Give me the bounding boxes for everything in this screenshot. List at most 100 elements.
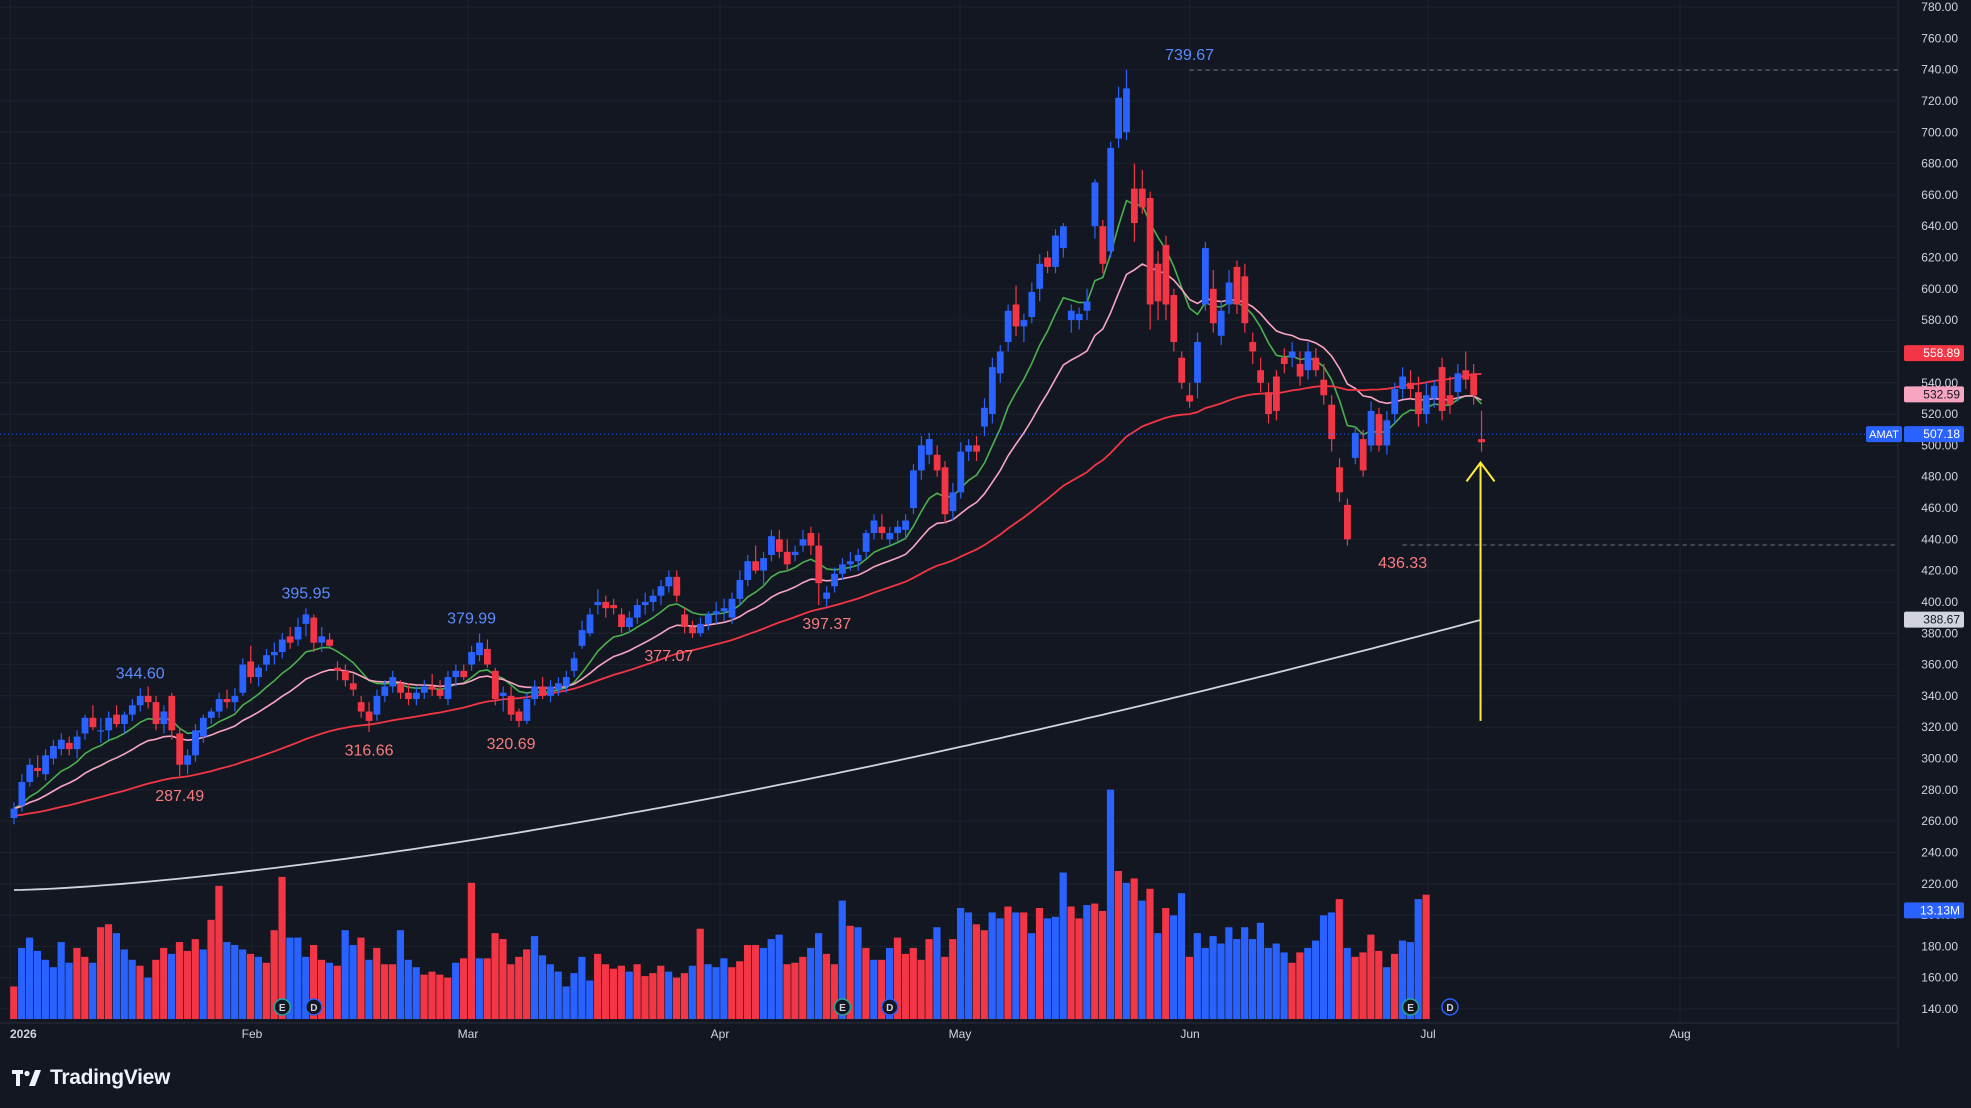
volume-bar [657, 965, 665, 1019]
candle-body [578, 630, 586, 646]
time-axis[interactable]: 2026 Feb Mar Apr May Jun Jul Aug [10, 1027, 1691, 1041]
dividend-event-icon[interactable]: D [881, 998, 899, 1016]
candle-body [996, 351, 1004, 374]
price-axis[interactable]: 780.00 760.00 740.00 720.00 700.00 680.00 660.… [1921, 0, 1958, 1016]
time-tick-label: Aug [1669, 1027, 1690, 1041]
volume-bar [617, 965, 625, 1019]
volume-bar [404, 959, 412, 1019]
volume-bar [1083, 905, 1091, 1019]
price-tick-label: 740.00 [1921, 63, 1958, 77]
candle-body [1415, 392, 1422, 415]
volume-bar [1233, 939, 1241, 1019]
volume-bar [18, 947, 26, 1019]
volume-bar [672, 977, 681, 1019]
candle-body [728, 598, 736, 618]
volume-bar [783, 964, 791, 1019]
price-chart[interactable]: 344.60 287.49 395.95 316.66 379.99 320.69 377.… [0, 0, 1971, 1048]
price-tick-label: 720.00 [1921, 94, 1958, 108]
volume-bar [814, 933, 823, 1019]
ma-50-line [13, 373, 1482, 817]
candle-body [1320, 379, 1328, 396]
volume-bar [1130, 878, 1138, 1019]
candle-body [815, 545, 823, 584]
volume-bar [743, 945, 752, 1019]
dividend-event-icon[interactable]: D [305, 998, 323, 1016]
volume-bar [270, 930, 278, 1019]
candle-body [310, 617, 318, 643]
candle-body [854, 554, 862, 562]
volume-bar [901, 953, 909, 1019]
volume-bar [633, 964, 641, 1019]
volume-bar [128, 959, 136, 1019]
candle-body [160, 711, 168, 725]
candle-body [1186, 395, 1194, 402]
volume-bar [933, 927, 941, 1019]
volume-bar [444, 977, 452, 1019]
candle-body [1067, 310, 1075, 321]
time-tick-label: Jun [1180, 1027, 1199, 1041]
volume-bar [1170, 915, 1178, 1019]
candle-body [949, 492, 957, 512]
price-tick-label: 280.00 [1921, 783, 1958, 797]
candle-body [1280, 357, 1288, 364]
volume-bar [1217, 943, 1225, 1019]
candle-body [373, 695, 381, 715]
candlesticks[interactable] [10, 69, 1485, 825]
candle-body [1383, 420, 1391, 446]
earnings-event-icon[interactable]: E [1401, 998, 1420, 1016]
candle-body [775, 539, 783, 552]
volume-bar [1114, 871, 1122, 1019]
volume-bar [459, 958, 468, 1019]
candle-body [1265, 392, 1272, 415]
dividend-event-icon[interactable]: D [1441, 998, 1459, 1016]
event-letter: D [310, 1003, 317, 1014]
high-price-label: 395.95 [281, 585, 330, 602]
candle-body [397, 683, 405, 693]
event-letter: D [1446, 1003, 1453, 1014]
volume-bar [1367, 934, 1375, 1019]
volume-bar [89, 962, 97, 1019]
candle-body [618, 614, 625, 627]
price-tick-label: 400.00 [1921, 595, 1958, 609]
volume-bar [1248, 939, 1257, 1019]
candle-body [1407, 382, 1414, 390]
time-tick-label: Apr [711, 1027, 730, 1041]
high-low-levels [0, 69, 1898, 546]
volume-bar [1162, 908, 1170, 1019]
candle-body [192, 730, 199, 756]
candle-body [452, 670, 460, 678]
candle-body [941, 467, 949, 515]
volume-bar [467, 882, 476, 1019]
candle-body [917, 445, 925, 471]
volume-bar [1327, 912, 1336, 1019]
time-tick-label: Jul [1420, 1027, 1435, 1041]
price-tick-label: 140.00 [1921, 1002, 1958, 1016]
earnings-event-icon[interactable]: E [273, 998, 292, 1016]
volume-bar [452, 962, 460, 1019]
event-circle [833, 998, 852, 1016]
candle-body [1422, 395, 1430, 415]
price-tick-label: 420.00 [1921, 564, 1958, 578]
price-tick-label: 440.00 [1921, 532, 1958, 546]
volume-bar [96, 927, 105, 1019]
tradingview-brand[interactable]: TradingView [12, 1066, 170, 1090]
candle-body [223, 699, 231, 703]
candle-body [460, 670, 468, 678]
volume-bar [491, 933, 499, 1019]
candle-body [1375, 414, 1383, 446]
volume-bar [1335, 899, 1343, 1019]
candle-body [1059, 226, 1067, 249]
volume-bar [1201, 947, 1209, 1019]
volume-bar [302, 956, 310, 1019]
volume-bar [1091, 903, 1099, 1019]
volume-bar [57, 942, 65, 1019]
candle-body [649, 595, 657, 602]
volume-bar [1288, 962, 1296, 1019]
candle-body [1462, 370, 1470, 380]
earnings-event-icon[interactable]: E [833, 998, 852, 1016]
volume-bar [1067, 906, 1075, 1019]
candle-body [1115, 97, 1122, 139]
candle-body [491, 670, 499, 700]
candle-body [633, 605, 641, 618]
